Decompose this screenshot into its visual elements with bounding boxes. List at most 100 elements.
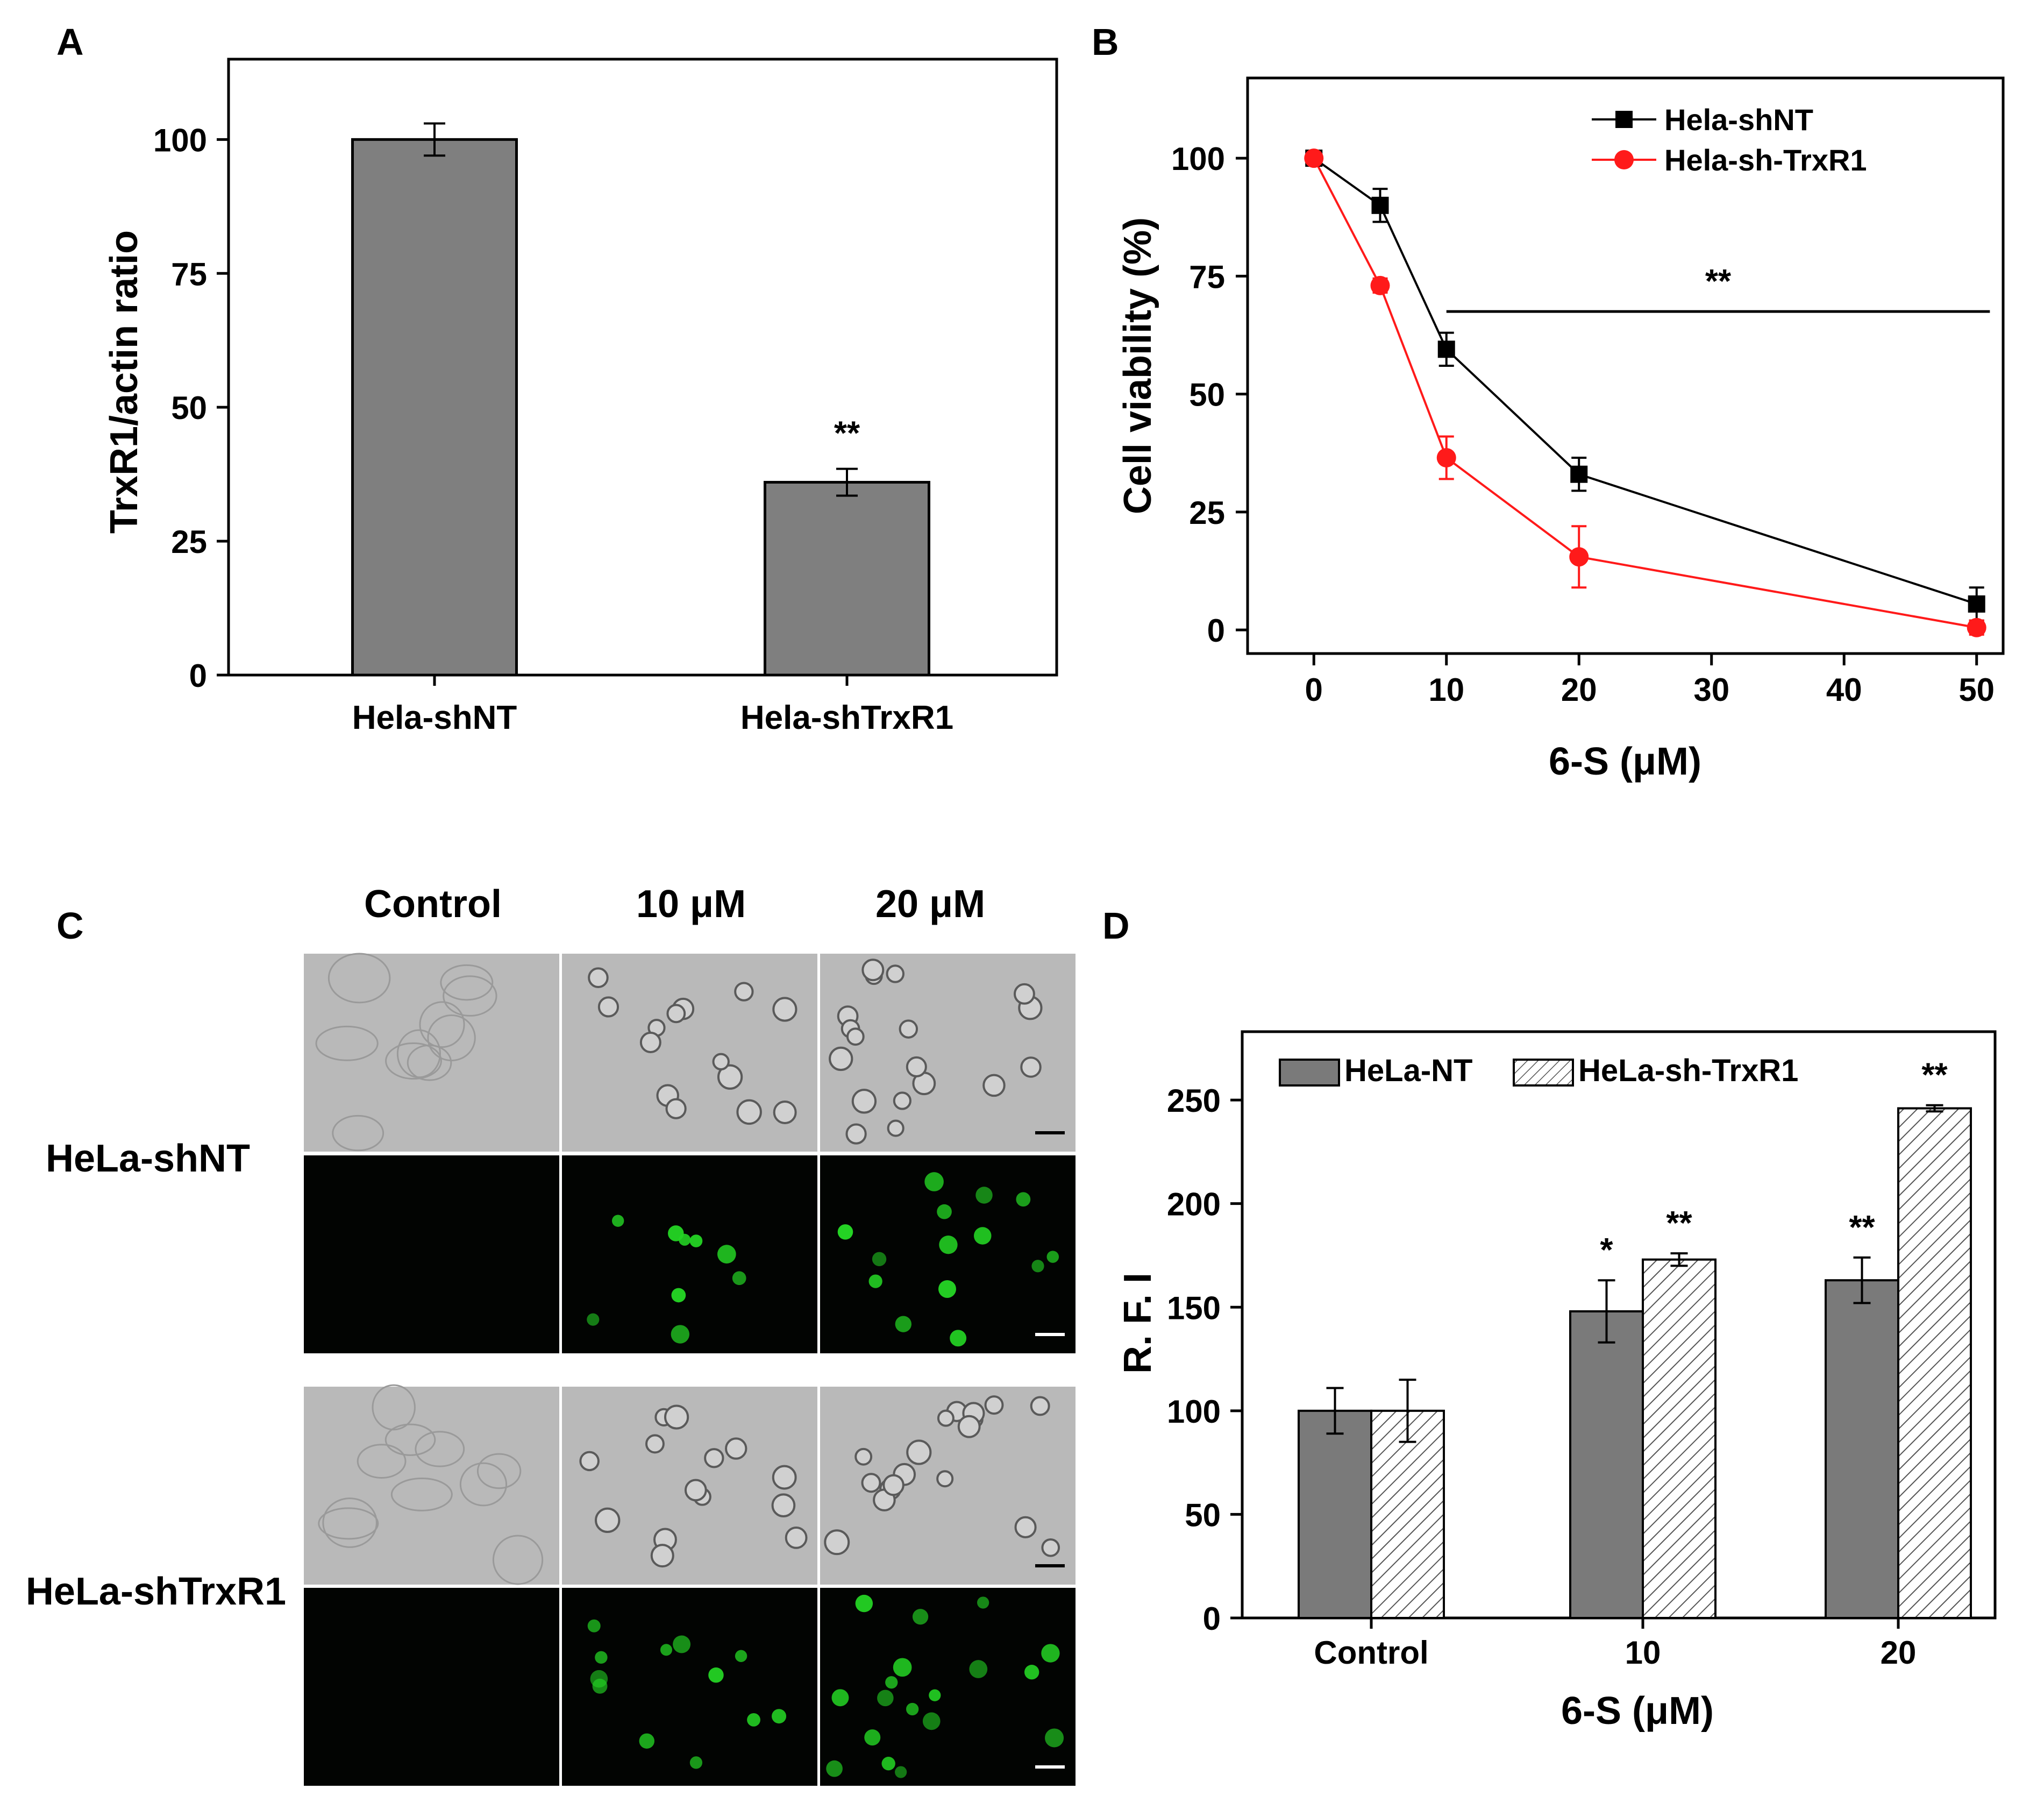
- fluorescent-cell: [885, 1676, 898, 1689]
- fluorescent-cell: [595, 1651, 608, 1664]
- significance-marker: *: [1600, 1232, 1613, 1269]
- y-tick-label: 75: [1189, 259, 1225, 295]
- cell-outline: [440, 964, 494, 1001]
- y-tick-label: 150: [1167, 1290, 1221, 1326]
- cell-outline: [384, 1423, 436, 1456]
- fluorescent-cell: [937, 1204, 952, 1219]
- rounded-cell: [937, 1409, 955, 1427]
- rounded-cell: [736, 1099, 762, 1125]
- cell-outline: [318, 1507, 379, 1540]
- y-axis-label: Cell viability (%): [1116, 217, 1159, 514]
- x-axis-label: 6-S (μM): [1561, 1689, 1714, 1733]
- x-tick-label: 20: [1881, 1635, 1917, 1671]
- x-tick-label: 20: [1561, 672, 1597, 708]
- cell-outline: [415, 1431, 465, 1467]
- row-label-hela-shtrxr1: HeLa-shTrxR1: [26, 1570, 286, 1613]
- rounded-cell: [957, 1415, 981, 1438]
- x-tick-label: 10: [1428, 672, 1464, 708]
- fluorescent-cell: [611, 1215, 624, 1227]
- cell-outline: [419, 1001, 465, 1048]
- legend-swatch-hela-nt: [1279, 1059, 1340, 1087]
- column-label-control: Control: [364, 883, 502, 926]
- y-axis-label: R. F. I: [1116, 1273, 1159, 1374]
- rounded-cell: [982, 1074, 1006, 1097]
- data-point: [1371, 196, 1389, 214]
- data-point: [1968, 595, 1985, 613]
- y-tick-label: 0: [189, 658, 207, 694]
- fluorescent-cell: [732, 1271, 746, 1286]
- fluorescent-cell: [922, 1712, 941, 1730]
- fluorescent-cell: [735, 1650, 747, 1662]
- fluorescent-cell: [895, 1766, 907, 1778]
- rounded-cell: [704, 1448, 724, 1468]
- bar-hela-shnt: [351, 138, 518, 677]
- cell-outline: [372, 1384, 416, 1431]
- y-tick-label: 50: [1185, 1497, 1221, 1533]
- rounded-cell: [717, 1064, 743, 1090]
- fluorescent-cell: [939, 1236, 958, 1254]
- rounded-cell: [851, 1089, 877, 1114]
- cell-outline: [427, 1014, 476, 1062]
- y-tick-label: 0: [1203, 1601, 1221, 1637]
- legend-label: HeLa-sh-TrxR1: [1578, 1053, 1798, 1088]
- fluorescent-cell: [671, 1325, 690, 1344]
- series-line-1: [1313, 158, 1977, 629]
- fluorescence-image: [820, 1155, 1076, 1353]
- fluorescent-cell: [639, 1733, 654, 1749]
- rounded-cell: [854, 1447, 873, 1466]
- fluorescent-cell: [671, 1288, 686, 1303]
- y-tick-label: 200: [1167, 1187, 1221, 1223]
- column-label-10um: 10 μM: [636, 883, 746, 926]
- y-tick-label: 50: [171, 390, 207, 426]
- rounded-cell: [771, 1493, 796, 1518]
- bar-hela-sh-trxr1: [1370, 1409, 1445, 1620]
- legend-marker: [1615, 111, 1633, 128]
- rounded-cell: [861, 1473, 881, 1493]
- bar-hela-nt: [1569, 1310, 1644, 1619]
- fluorescent-cell: [587, 1619, 601, 1632]
- fluorescence-image: [304, 1155, 559, 1353]
- y-axis-label: TrxR1/actin ratio: [103, 230, 146, 534]
- y-tick-label: 25: [1189, 495, 1225, 531]
- significance-marker: **: [1921, 1057, 1948, 1094]
- panel-c-microscopy: Control 10 μM 20 μM HeLa-shNT HeLa-shTrx…: [26, 883, 1076, 1786]
- legend-label: Hela-sh-TrxR1: [1664, 143, 1867, 177]
- rounded-cell: [725, 1437, 747, 1460]
- fluorescent-cell: [973, 1227, 992, 1245]
- panel-letter-d: D: [1102, 905, 1130, 947]
- rounded-cell: [846, 1027, 865, 1046]
- y-tick-label: 100: [1167, 1394, 1221, 1430]
- fluorescent-cell: [864, 1729, 881, 1746]
- brightfield-image: [304, 1387, 559, 1585]
- fluorescent-cell: [1016, 1192, 1031, 1207]
- bar-hela-sh-trxr1: [1897, 1107, 1972, 1619]
- cell-outline: [492, 1535, 544, 1585]
- significance-marker: **: [1666, 1205, 1692, 1242]
- rounded-cell: [1013, 983, 1035, 1005]
- fluorescent-cell: [772, 1709, 787, 1724]
- rounded-cell: [785, 1526, 808, 1549]
- fluorescence-image: [304, 1588, 559, 1786]
- x-tick-label: 30: [1693, 672, 1729, 708]
- cell-outline: [322, 1497, 378, 1548]
- rounded-cell: [666, 1004, 686, 1024]
- fluorescent-cell: [877, 1689, 894, 1707]
- fluorescence-image: [562, 1155, 817, 1353]
- rounded-cell: [595, 1507, 621, 1534]
- cell-outline: [327, 953, 391, 1004]
- panel-a-bar-chart: 0 25 50 75 100 Hela-shNT Hela-shTrxR1 ** TrxR1…: [103, 58, 1058, 736]
- cell-outline: [396, 1029, 441, 1078]
- y-tick-label: 0: [1207, 613, 1225, 649]
- y-tick-label: 75: [171, 256, 207, 292]
- rounded-cell: [886, 964, 905, 983]
- y-tick-label: 100: [153, 122, 207, 158]
- rounded-cell: [899, 1019, 918, 1039]
- cell-outline: [385, 1042, 442, 1080]
- rounded-cell: [1030, 1396, 1050, 1416]
- y-tick-label: 250: [1167, 1083, 1221, 1119]
- cell-outline: [459, 1462, 508, 1507]
- cell-outline: [390, 1478, 453, 1511]
- x-tick-label: Control: [1314, 1635, 1428, 1671]
- brightfield-image: [562, 954, 817, 1152]
